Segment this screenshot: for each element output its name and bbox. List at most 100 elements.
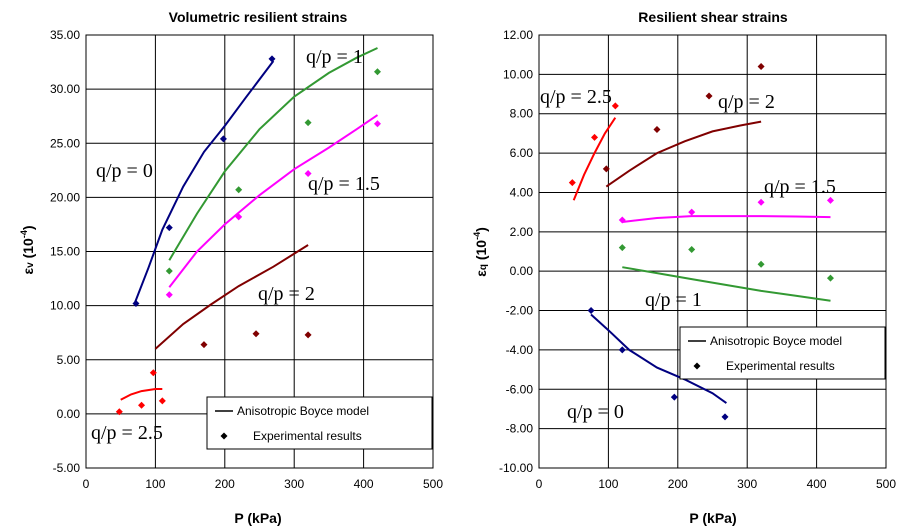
- series-annotation: q/p = 2: [718, 91, 775, 113]
- y-tick-label: -5.00: [53, 461, 81, 475]
- y-tick-label: 0.00: [510, 264, 534, 278]
- y-tick-label: -4.00: [506, 343, 534, 357]
- x-tick-label: 0: [83, 477, 90, 491]
- series-annotation: q/p = 2.5: [540, 86, 612, 108]
- x-axis-label: P (kPa): [234, 510, 281, 526]
- experimental-point-q-p-0: [618, 346, 626, 354]
- y-tick-label: 0.00: [57, 407, 81, 421]
- legend-box: [206, 396, 433, 450]
- legend: Anisotropic Boyce model Experimental resu…: [679, 326, 886, 380]
- y-tick-label: 12.00: [503, 28, 533, 42]
- experimental-point-q-p-1: [373, 68, 381, 76]
- experimental-point-q-p-2: [252, 330, 260, 338]
- series-annotation: q/p = 1: [306, 46, 363, 68]
- experimental-point-q-p-1-5: [304, 170, 312, 178]
- y-tick-label: -6.00: [506, 382, 534, 396]
- experimental-point-q-p-2: [200, 341, 208, 349]
- experimental-point-q-p-2: [653, 125, 661, 133]
- experimental-point-q-p-1: [165, 267, 173, 275]
- x-tick-label: 400: [354, 477, 374, 491]
- y-tick-label: 8.00: [510, 107, 534, 121]
- experimental-point-q-p-2-5: [591, 133, 599, 141]
- chart-title: Volumetric resilient strains: [169, 9, 348, 25]
- x-tick-label: 300: [284, 477, 304, 491]
- y-tick-label: 6.00: [510, 146, 534, 160]
- model-line-q-p-1: [622, 266, 831, 302]
- legend-experimental-label: Experimental results: [726, 359, 835, 373]
- experimental-point-q-p-0: [165, 224, 173, 232]
- x-tick-label: 100: [145, 477, 165, 491]
- x-tick-label: 400: [807, 477, 827, 491]
- y-tick-label: 2.00: [510, 225, 534, 239]
- experimental-point-q-p-1-5: [235, 213, 243, 221]
- experimental-point-q-p-0: [670, 393, 678, 401]
- series-annotation: q/p = 0: [567, 401, 624, 423]
- x-tick-label: 0: [536, 477, 543, 491]
- experimental-point-q-p-2: [602, 165, 610, 173]
- experimental-point-q-p-0: [721, 413, 729, 421]
- legend-model-label: Anisotropic Boyce model: [237, 404, 369, 418]
- x-tick-label: 500: [876, 477, 896, 491]
- legend-diamond-icon: [220, 432, 228, 440]
- legend: Anisotropic Boyce model Experimental resu…: [206, 396, 433, 450]
- experimental-point-q-p-1-5: [373, 120, 381, 128]
- experimental-point-q-p-0: [132, 299, 140, 307]
- y-tick-label: 35.00: [50, 28, 80, 42]
- x-tick-label: 500: [423, 477, 443, 491]
- y-axis-label: εv (10-4): [19, 225, 36, 274]
- series-annotation: q/p = 1.5: [764, 176, 836, 198]
- experimental-point-q-p-1: [688, 246, 696, 254]
- series-annotation: q/p = 0: [96, 160, 153, 182]
- y-tick-label: -8.00: [506, 422, 534, 436]
- y-tick-label: 25.00: [50, 136, 80, 150]
- volumetric-chart: -5.00 0.00 5.00 10.00 15.00 20.00 25.00 30.00 35…: [19, 9, 443, 526]
- legend-box: [679, 326, 886, 380]
- experimental-point-q-p-2-5: [138, 401, 146, 409]
- x-tick-label: 200: [215, 477, 235, 491]
- experimental-point-q-p-1: [826, 274, 834, 282]
- model-line-q-p-1-5: [622, 215, 831, 223]
- experimental-point-q-p-0: [219, 135, 227, 143]
- experimental-point-q-p-2-5: [149, 369, 157, 377]
- experimental-point-q-p-2: [304, 331, 312, 339]
- model-line-q-p-0: [590, 313, 727, 404]
- experimental-point-q-p-2: [757, 62, 765, 70]
- experimental-point-q-p-1-5: [688, 208, 696, 216]
- experimental-point-q-p-1: [618, 244, 626, 252]
- series-annotation: q/p = 1.5: [308, 173, 380, 195]
- experimental-point-q-p-1: [304, 119, 312, 127]
- model-line-q-p-2-5: [572, 117, 617, 201]
- model-line-q-p-1-5: [168, 114, 379, 288]
- experimental-point-q-p-2: [705, 92, 713, 100]
- experimental-point-q-p-1-5: [618, 216, 626, 224]
- y-tick-label: 10.00: [503, 67, 533, 81]
- model-line-q-p-1: [168, 47, 378, 261]
- series-annotation: q/p = 2: [258, 283, 315, 305]
- experimental-point-q-p-2-5: [568, 179, 576, 187]
- experimental-point-q-p-1: [235, 186, 243, 194]
- experimental-point-q-p-1-5: [826, 196, 834, 204]
- x-axis-label: P (kPa): [689, 510, 736, 526]
- series-annotation: q/p = 1: [645, 289, 702, 311]
- y-axis-label: εq (10-4): [472, 227, 489, 277]
- legend-diamond-icon: [693, 362, 701, 370]
- x-tick-label: 300: [737, 477, 757, 491]
- y-tick-label: -10.00: [499, 461, 533, 475]
- experimental-point-q-p-1-5: [757, 198, 765, 206]
- y-tick-label: 20.00: [50, 190, 80, 204]
- experimental-point-q-p-1: [757, 260, 765, 268]
- experimental-point-q-p-0: [268, 55, 276, 63]
- experimental-point-q-p-2-5: [115, 408, 123, 416]
- shear-chart: -10.00 -8.00 -6.00 -4.00 -2.00 0.00 2.00 4.00 6.…: [472, 9, 896, 526]
- y-tick-label: 10.00: [50, 299, 80, 313]
- y-tick-label: 5.00: [57, 353, 81, 367]
- legend-model-label: Anisotropic Boyce model: [710, 334, 842, 348]
- experimental-point-q-p-2-5: [611, 102, 619, 110]
- y-tick-label: 4.00: [510, 185, 534, 199]
- experimental-point-q-p-2-5: [158, 397, 166, 405]
- series-annotation: q/p = 2.5: [91, 422, 163, 444]
- legend-experimental-label: Experimental results: [253, 429, 362, 443]
- x-tick-label: 100: [598, 477, 618, 491]
- y-tick-label: 30.00: [50, 82, 80, 96]
